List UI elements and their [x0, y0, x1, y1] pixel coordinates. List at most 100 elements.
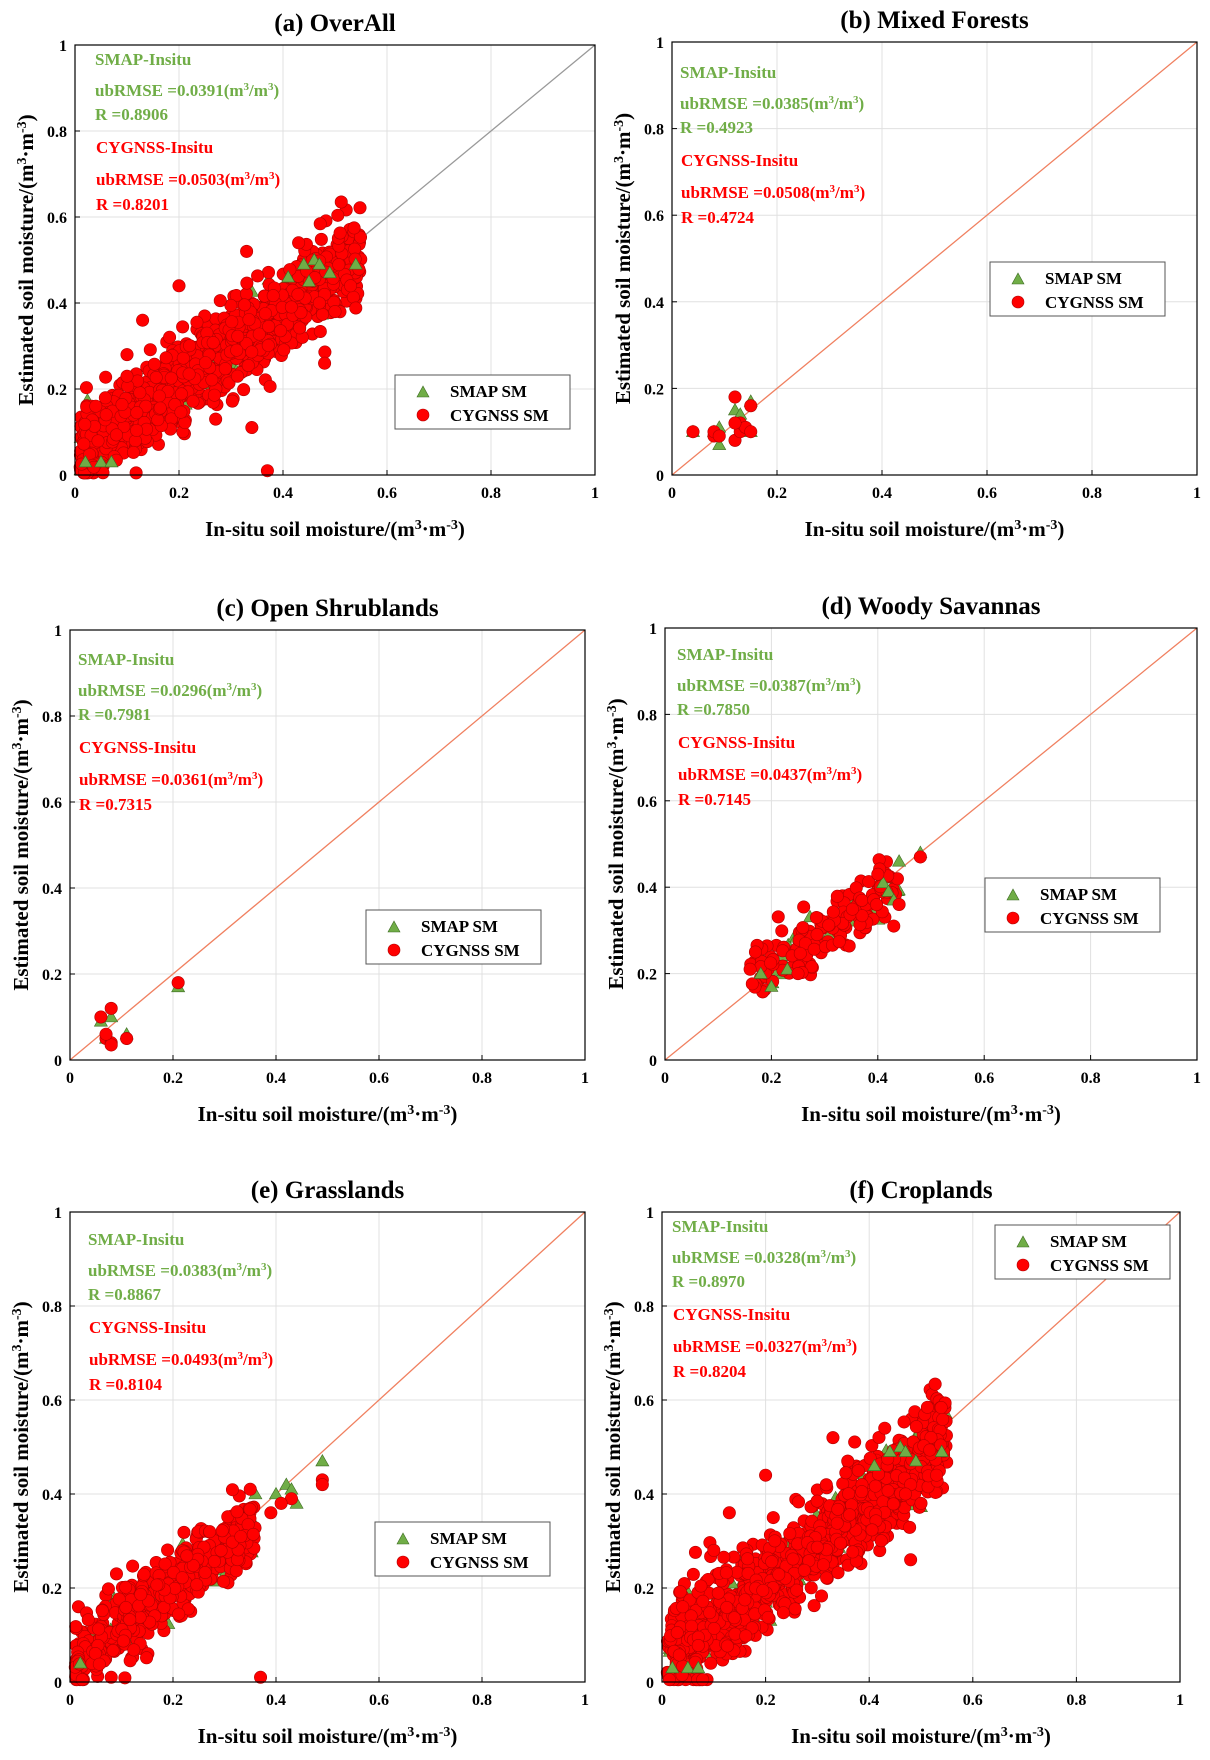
y-tick-label: 0.2: [637, 967, 657, 984]
cygnss-point: [134, 1587, 148, 1601]
cygnss-point: [865, 1523, 879, 1537]
cygnss-point: [81, 1613, 95, 1627]
cygnss-point: [810, 1540, 824, 1554]
x-tick-label: 0.2: [169, 485, 189, 502]
y-tick-label: 0.6: [42, 1393, 62, 1410]
cygnss-point: [101, 1582, 115, 1596]
cygnss-point: [104, 1038, 118, 1052]
y-tick-label: 0: [646, 1675, 654, 1692]
cygnss-point: [332, 258, 346, 272]
cygnss-point: [274, 324, 288, 338]
x-tick-label: 0: [658, 1692, 666, 1709]
cygnss-point: [909, 1420, 923, 1434]
y-tick-label: 0: [649, 1053, 657, 1070]
cygnss-point: [261, 338, 275, 352]
cygnss-point: [151, 413, 165, 427]
x-tick-label: 0.6: [369, 1692, 389, 1709]
x-axis-label: In-situ soil moisture/(m3·m-3): [198, 1102, 458, 1126]
cygnss-point: [920, 1400, 934, 1414]
cygnss-point: [313, 325, 327, 339]
cygnss-point: [792, 1495, 806, 1509]
y-tick-label: 1: [54, 623, 62, 640]
cygnss-point: [143, 343, 157, 357]
cygnss-point: [99, 1027, 113, 1041]
legend-smap-label: SMAP SM: [1045, 269, 1122, 288]
cygnss-point: [728, 390, 742, 404]
cygnss-point: [334, 195, 348, 209]
x-axis-label: In-situ soil moisture/(m3·m-3): [805, 517, 1065, 541]
legend-cygnss-marker: [387, 943, 401, 957]
y-tick-label: 1: [656, 35, 664, 52]
cygnss-point: [149, 370, 163, 384]
cygnss-point: [213, 294, 227, 308]
x-tick-label: 0.8: [1066, 1692, 1086, 1709]
cygnss-ubrmse: ubRMSE =0.0508(m3/m3): [681, 183, 865, 202]
cygnss-point: [826, 905, 840, 919]
cygnss-point: [294, 306, 308, 320]
cygnss-point: [764, 956, 778, 970]
scatter-points: [743, 845, 928, 999]
x-tick-label: 0.2: [756, 1692, 776, 1709]
smap-r: R =0.8970: [672, 1272, 745, 1291]
cygnss-point: [274, 1496, 288, 1510]
legend-cygnss-marker: [1006, 911, 1020, 925]
cygnss-point: [928, 1377, 942, 1391]
cygnss-point: [174, 405, 188, 419]
chart-title: (b) Mixed Forests: [840, 7, 1029, 34]
y-tick-label: 0.6: [47, 210, 67, 227]
x-tick-label: 1: [1193, 1070, 1201, 1087]
cygnss-point: [175, 1571, 189, 1585]
cygnss-point: [347, 221, 361, 235]
cygnss-point: [92, 1657, 106, 1671]
cygnss-point: [793, 946, 807, 960]
cygnss-point: [830, 1516, 844, 1530]
cygnss-point: [152, 389, 166, 403]
cygnss-point: [776, 1606, 790, 1620]
cygnss-point: [720, 1639, 734, 1653]
smap-r: R =0.4923: [680, 118, 753, 137]
cygnss-point: [881, 1484, 895, 1498]
cygnss-point: [786, 1552, 800, 1566]
cygnss-point: [719, 1566, 733, 1580]
x-tick-label: 0.6: [977, 485, 997, 502]
legend-smap-marker: [416, 385, 430, 398]
cygnss-point: [127, 1643, 141, 1657]
y-tick-label: 0: [54, 1053, 62, 1070]
x-tick-label: 1: [581, 1070, 589, 1087]
cygnss-point: [720, 1600, 734, 1614]
smap-point: [312, 257, 327, 270]
cygnss-point: [897, 1415, 911, 1429]
smap-r: R =0.8906: [95, 105, 168, 124]
cygnss-point: [224, 298, 238, 312]
cygnss-point: [672, 1648, 686, 1662]
cygnss-point: [238, 298, 252, 312]
cygnss-point: [177, 1525, 191, 1539]
cygnss-point: [686, 1567, 700, 1581]
x-tick-label: 0.4: [266, 1692, 286, 1709]
cygnss-point: [744, 399, 758, 413]
cygnss-point: [815, 1589, 829, 1603]
cygnss-point: [791, 967, 805, 981]
cygnss-point: [147, 357, 161, 371]
smap-point: [876, 875, 891, 889]
cygnss-point: [153, 401, 167, 415]
cygnss-point: [846, 1545, 860, 1559]
cygnss-point: [349, 301, 363, 315]
cygnss-point: [214, 1544, 228, 1558]
cygnss-point: [728, 416, 742, 430]
cygnss-point: [240, 244, 254, 258]
cygnss-point: [218, 362, 232, 376]
cygnss-point: [328, 305, 342, 319]
cygnss-point: [761, 1610, 775, 1624]
cygnss-point: [225, 1483, 239, 1497]
smap-point: [780, 962, 795, 975]
smap-ubrmse: ubRMSE =0.0296(m3/m3): [78, 681, 262, 700]
cygnss-point: [810, 928, 824, 942]
x-tick-label: 0.4: [872, 485, 892, 502]
cygnss-point: [839, 1466, 853, 1480]
scatter-points: [73, 195, 368, 480]
cygnss-point: [140, 1651, 154, 1665]
cygnss-point: [855, 1485, 869, 1499]
cygnss-point: [176, 320, 190, 334]
cygnss-ubrmse: ubRMSE =0.0327(m3/m3): [673, 1337, 857, 1356]
